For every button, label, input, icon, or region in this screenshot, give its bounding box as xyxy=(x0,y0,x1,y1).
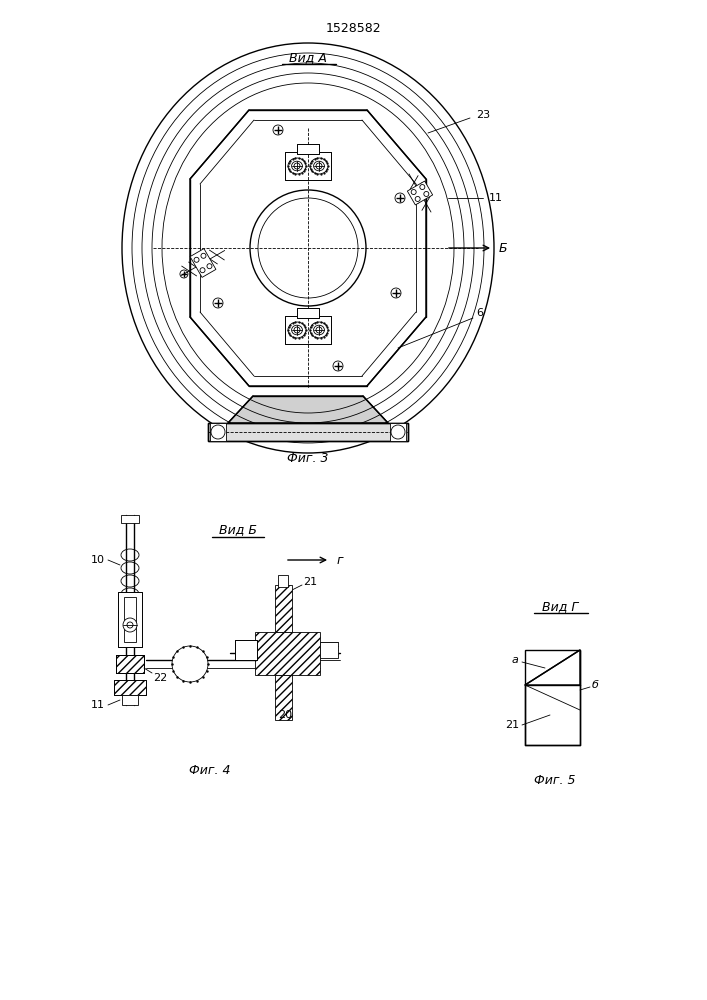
Text: 10: 10 xyxy=(91,555,105,565)
Bar xyxy=(118,592,142,647)
Circle shape xyxy=(172,646,208,682)
Bar xyxy=(210,423,226,441)
Bar xyxy=(297,308,319,318)
Circle shape xyxy=(123,618,137,632)
Circle shape xyxy=(294,327,300,333)
Polygon shape xyxy=(190,249,216,277)
Circle shape xyxy=(127,622,133,628)
Text: 20: 20 xyxy=(278,710,292,720)
Text: г: г xyxy=(337,554,344,566)
Bar xyxy=(122,695,138,705)
Bar xyxy=(285,152,331,180)
Bar xyxy=(278,575,288,587)
Bar xyxy=(118,592,142,647)
Text: 1528582: 1528582 xyxy=(325,21,381,34)
Bar xyxy=(390,423,406,441)
Circle shape xyxy=(316,163,322,169)
Polygon shape xyxy=(255,632,320,675)
Polygon shape xyxy=(407,181,433,205)
Text: Вид Б: Вид Б xyxy=(219,524,257,536)
Circle shape xyxy=(294,163,300,169)
Bar xyxy=(116,655,144,673)
Text: 11: 11 xyxy=(91,700,105,710)
Text: 23: 23 xyxy=(476,110,490,120)
Polygon shape xyxy=(525,650,580,745)
Bar xyxy=(285,152,331,180)
Text: б: б xyxy=(592,680,599,690)
Text: 21: 21 xyxy=(505,720,519,730)
Bar xyxy=(285,316,331,344)
Text: 6: 6 xyxy=(477,308,484,318)
Bar xyxy=(208,423,408,441)
Bar xyxy=(121,515,139,523)
Bar xyxy=(235,640,257,660)
Bar xyxy=(116,655,144,673)
Text: Б: Б xyxy=(498,241,508,254)
Bar xyxy=(297,144,319,154)
Text: 21: 21 xyxy=(303,577,317,587)
Bar xyxy=(297,144,319,154)
Text: 11: 11 xyxy=(489,193,503,203)
Bar xyxy=(285,316,331,344)
Bar xyxy=(297,308,319,318)
Bar xyxy=(124,597,136,642)
Polygon shape xyxy=(525,650,580,685)
Text: Фиг. 4: Фиг. 4 xyxy=(189,764,230,776)
Text: а: а xyxy=(512,655,519,665)
Text: Фиг. 5: Фиг. 5 xyxy=(534,774,575,786)
Text: 22: 22 xyxy=(153,673,167,683)
Polygon shape xyxy=(228,396,388,423)
Polygon shape xyxy=(190,110,426,386)
Circle shape xyxy=(316,327,322,333)
Bar xyxy=(320,642,338,658)
Text: Вид А: Вид А xyxy=(289,51,327,64)
Polygon shape xyxy=(275,585,292,632)
Bar xyxy=(208,423,408,441)
Text: Фиг. 3: Фиг. 3 xyxy=(287,452,329,464)
Text: Вид Г: Вид Г xyxy=(542,600,578,613)
Bar xyxy=(114,680,146,695)
Bar xyxy=(235,640,257,660)
Polygon shape xyxy=(275,675,292,720)
